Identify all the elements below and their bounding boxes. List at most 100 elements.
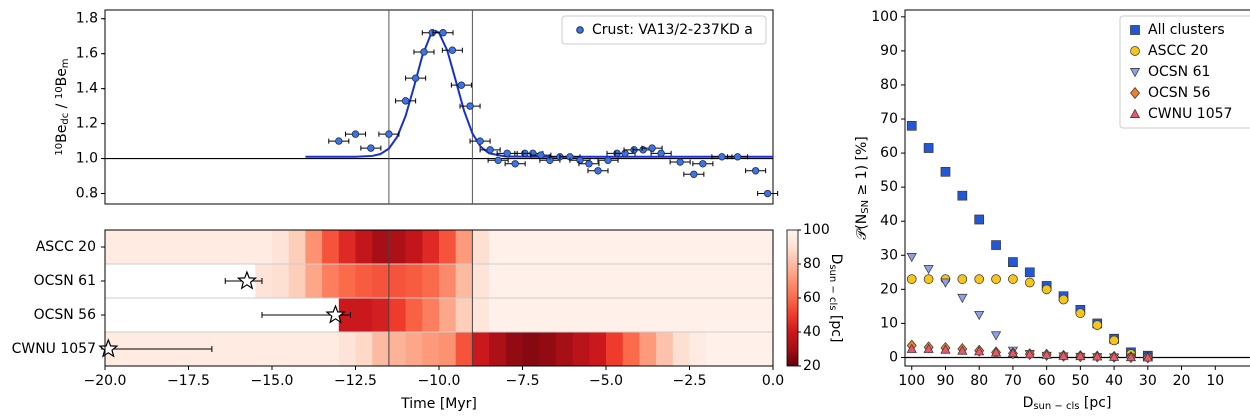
heat-cell <box>505 298 523 332</box>
heat-cell <box>322 264 340 298</box>
marker <box>1075 350 1086 361</box>
heat-cell <box>455 264 473 298</box>
heat-cell <box>355 230 373 264</box>
marker <box>957 293 968 304</box>
heat-cell <box>656 298 674 332</box>
heat-cell <box>639 298 657 332</box>
heat-cell <box>472 332 490 366</box>
heat-cell <box>255 264 273 298</box>
heat-cell <box>706 332 724 366</box>
heat-cell <box>489 332 507 366</box>
heat-cell <box>639 230 657 264</box>
data-point <box>621 149 629 158</box>
label-part: Be <box>54 125 70 143</box>
marker <box>991 240 1001 250</box>
data-point <box>476 137 484 145</box>
heat-cell <box>355 298 373 332</box>
data-point <box>585 160 593 168</box>
heat-cell <box>238 332 256 366</box>
heat-cell <box>355 332 373 366</box>
data-point <box>676 158 684 166</box>
age-star <box>325 304 346 324</box>
data-point <box>439 29 447 37</box>
data-point <box>385 130 393 138</box>
row-label: OCSN 61 <box>34 273 96 289</box>
colorbar-tick-label: 80 <box>803 256 821 272</box>
label-part: sun − cls <box>1033 401 1079 412</box>
marker <box>957 274 968 284</box>
heat-cell <box>572 264 590 298</box>
heat-cell <box>555 230 573 264</box>
marker <box>940 278 951 288</box>
label-part: dc <box>60 113 71 125</box>
heat-cell <box>572 298 590 332</box>
heat-cell <box>722 332 740 366</box>
marker <box>923 343 934 353</box>
heat-cell <box>606 264 624 298</box>
x-tick-label: 10 <box>1206 373 1224 389</box>
legend-label: All clusters <box>1148 22 1225 38</box>
heat-cell <box>739 264 757 298</box>
heat-cell <box>272 264 290 298</box>
y-tick-label: 60 <box>880 145 898 161</box>
x-tick-label: 70 <box>1004 373 1022 389</box>
label-part: ≥ 1) [%] <box>854 136 870 200</box>
heat-cell <box>539 264 557 298</box>
colorbar-tick-label: 20 <box>803 358 821 374</box>
plot-frame <box>104 9 774 205</box>
heat-cell <box>722 298 740 332</box>
heat-cell <box>455 298 473 332</box>
y-tick-label: 10 <box>880 315 898 331</box>
legend-marker <box>576 26 584 34</box>
heat-cell <box>622 264 640 298</box>
heat-cell <box>439 264 457 298</box>
y-tick-label: 0 <box>889 349 898 365</box>
heat-cell <box>472 298 490 332</box>
marker <box>906 343 917 353</box>
data-point <box>466 102 474 110</box>
y-tick-label: 20 <box>880 281 898 297</box>
heat-cell <box>205 230 223 264</box>
row-label: ASCC 20 <box>36 239 96 255</box>
heat-cell <box>405 298 423 332</box>
heat-cell <box>572 230 590 264</box>
marker <box>1058 350 1069 360</box>
heat-cell <box>288 332 306 366</box>
marker <box>974 274 985 284</box>
x-axis-label: Dsun − cls [pc] <box>1023 395 1112 412</box>
y-tick-label: 30 <box>880 247 898 263</box>
marker <box>1130 25 1140 35</box>
data-point <box>690 170 698 178</box>
heat-cell <box>255 230 273 264</box>
marker <box>1041 284 1052 295</box>
heat-cell <box>322 230 340 264</box>
marker <box>1058 294 1069 305</box>
heat-cell <box>422 230 440 264</box>
heat-cell <box>656 332 674 366</box>
data-point <box>576 156 584 165</box>
label-part: Be <box>54 68 70 86</box>
heat-cell <box>539 332 557 366</box>
y-tick-label: 1.6 <box>76 46 98 62</box>
colorbar <box>786 229 799 367</box>
marker <box>906 253 917 263</box>
label-part: SN <box>860 200 871 214</box>
marker <box>1109 335 1119 346</box>
heat-cell <box>338 230 356 264</box>
heat-cell <box>489 298 507 332</box>
colorbar-tick-label: 100 <box>803 222 830 238</box>
heat-cell <box>305 230 323 264</box>
colorbar-label: Dsun − cls [pc] <box>827 254 844 343</box>
heat-cell <box>472 230 490 264</box>
marker <box>1129 68 1141 78</box>
heat-cell <box>138 230 156 264</box>
heat-cell <box>505 332 523 366</box>
y-tick-label: 90 <box>880 43 898 59</box>
heat-cell <box>439 230 457 264</box>
y-tick-label: 1.0 <box>76 151 98 167</box>
age-star <box>236 270 258 290</box>
fit-curve <box>305 29 773 158</box>
x-tick-label: −17.5 <box>167 373 210 389</box>
x-tick-label: −20.0 <box>84 373 127 389</box>
heat-cell <box>555 264 573 298</box>
